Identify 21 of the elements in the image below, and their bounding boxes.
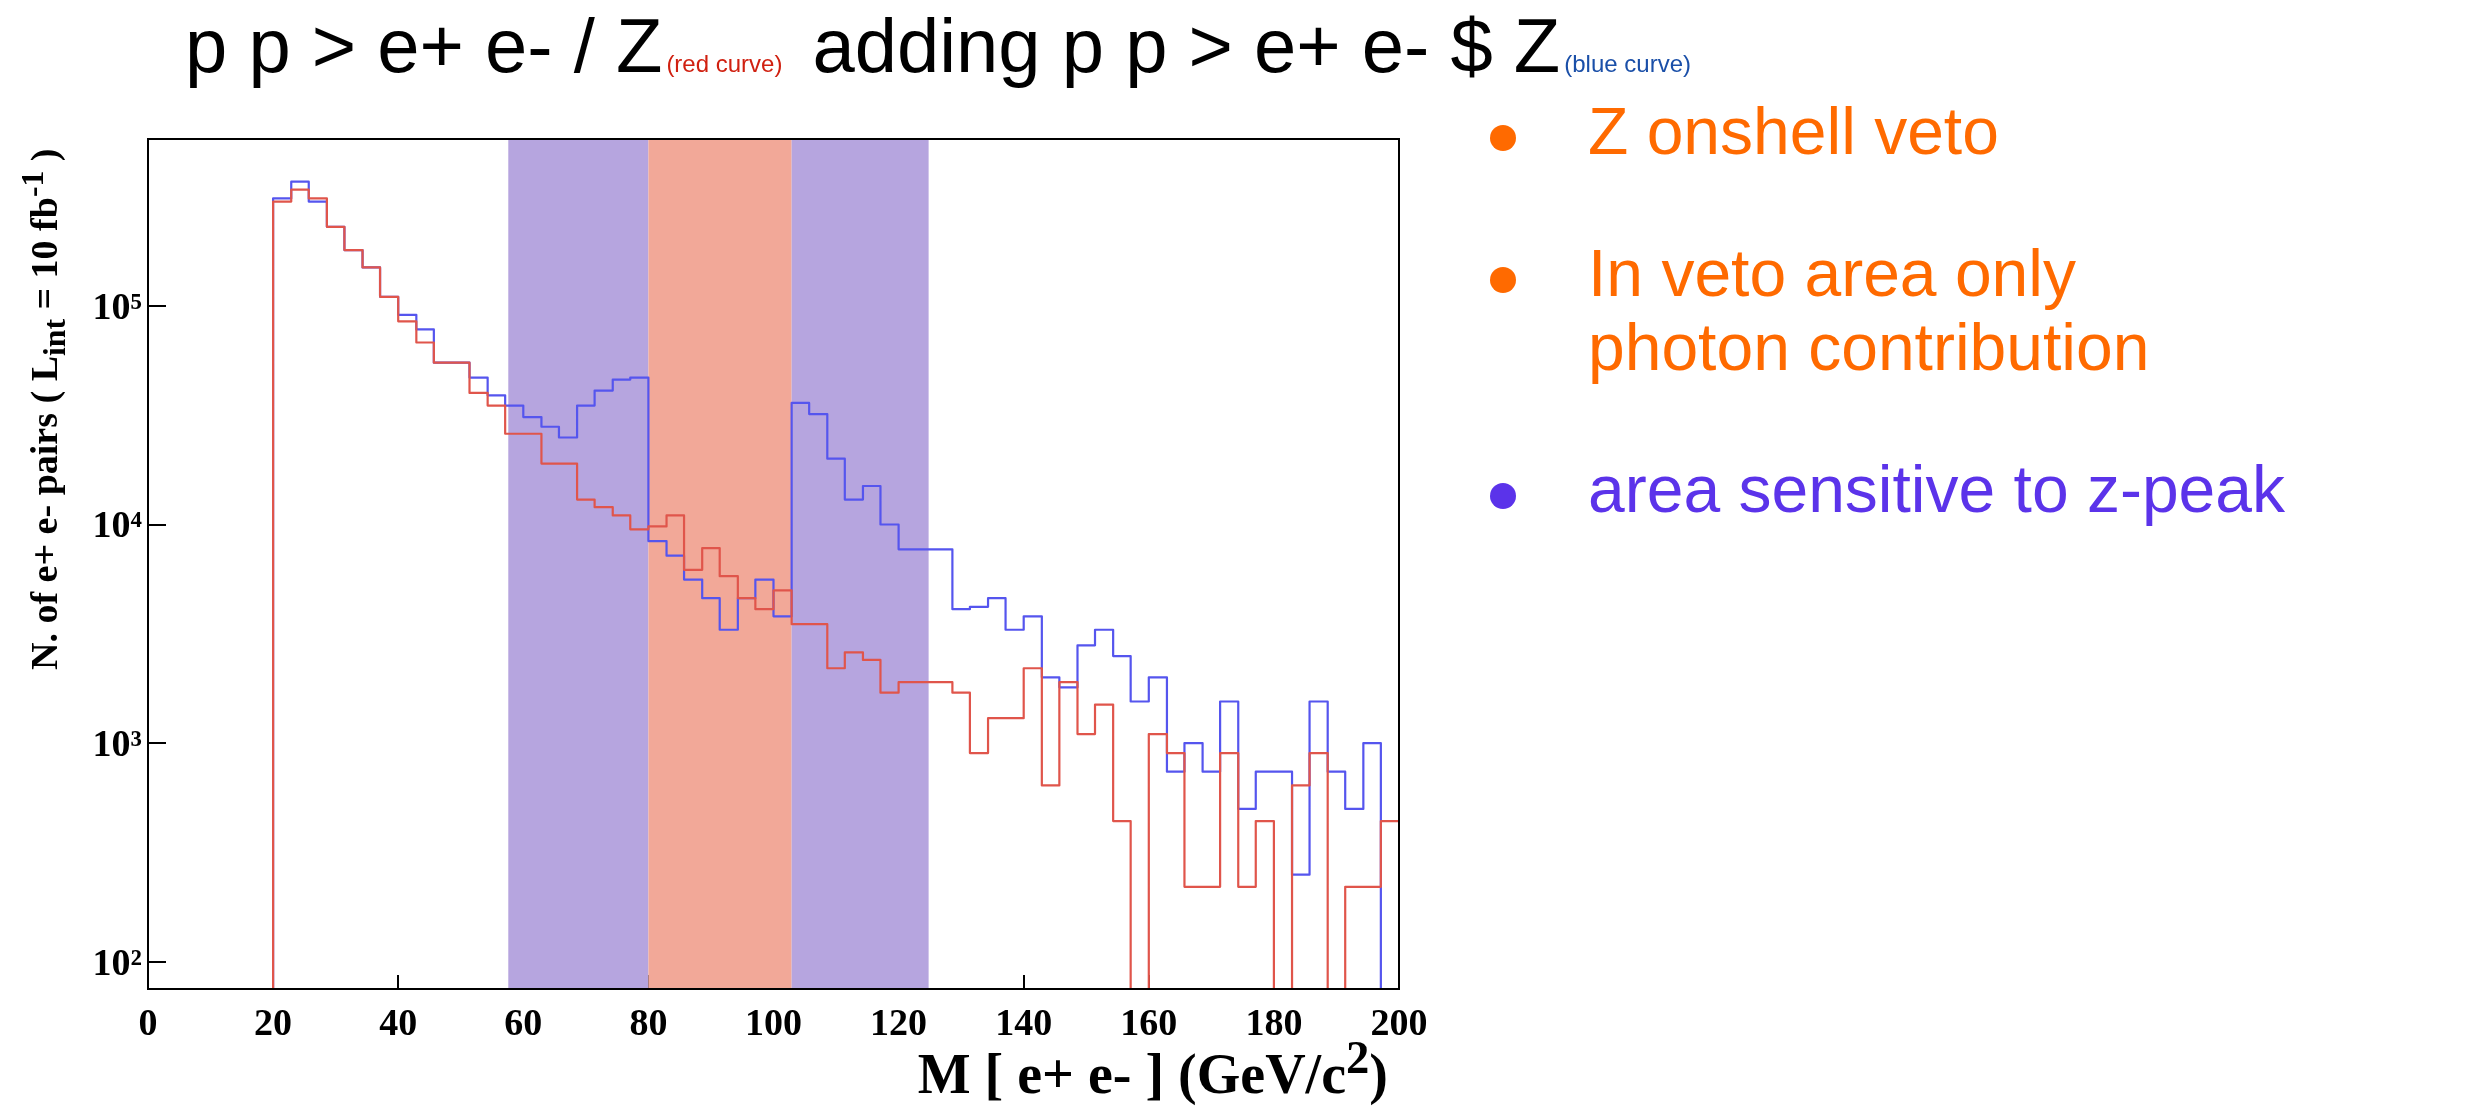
- text: area sensitive to z-peak: [1588, 451, 2287, 527]
- x-tick-label: 40: [379, 1001, 418, 1043]
- x-tick-label: 200: [1370, 1001, 1428, 1043]
- y-tick-label: 10³: [92, 722, 142, 765]
- x-tick-label: 80: [629, 1001, 668, 1043]
- y-tick-label: 10⁵: [92, 284, 142, 327]
- text: Z onshell veto: [1588, 94, 2000, 169]
- x-tick-label: 160: [1120, 1001, 1178, 1043]
- text: (red curve): [666, 50, 783, 78]
- y-tick-label: 10⁴: [92, 503, 143, 546]
- y-tick-label: 10²: [92, 940, 142, 983]
- text: In veto area only photon contribution: [1588, 235, 2151, 385]
- x-tick-label: 20: [254, 1001, 293, 1043]
- text: (blue curve): [1564, 50, 1691, 78]
- x-tick-label: 180: [1245, 1001, 1303, 1043]
- chart-title: p p > e+ e- / Z: [185, 2, 663, 89]
- text: adding p p > e+ e- $ Z: [812, 2, 1561, 89]
- x-tick-label: 100: [745, 1001, 802, 1043]
- x-tick-label: 0: [138, 1001, 158, 1043]
- x-tick-label: 140: [995, 1001, 1053, 1043]
- x-tick-label: 60: [504, 1001, 543, 1043]
